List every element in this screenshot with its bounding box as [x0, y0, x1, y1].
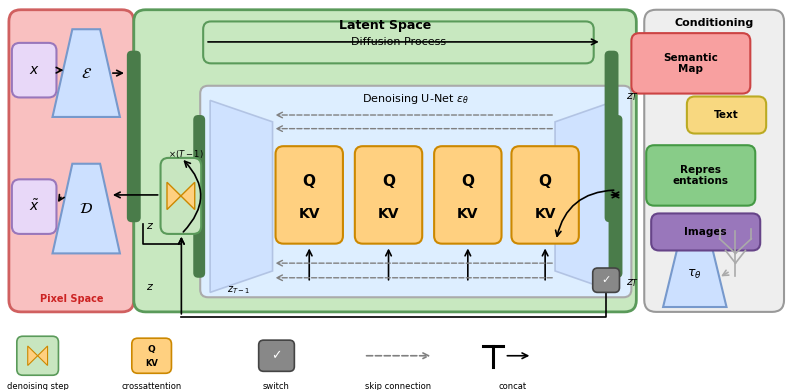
Text: switch: switch — [263, 383, 290, 390]
Text: $\times(T-1)$: $\times(T-1)$ — [167, 148, 203, 160]
Text: KV: KV — [145, 359, 158, 368]
Text: KV: KV — [534, 207, 556, 222]
Text: KV: KV — [299, 207, 320, 222]
FancyBboxPatch shape — [354, 146, 422, 244]
Text: z: z — [145, 221, 152, 231]
Text: Conditioning: Conditioning — [674, 18, 754, 28]
Polygon shape — [210, 100, 273, 292]
Text: $x$: $x$ — [29, 63, 39, 77]
Polygon shape — [181, 182, 195, 209]
Polygon shape — [53, 164, 120, 254]
FancyBboxPatch shape — [645, 10, 784, 312]
FancyBboxPatch shape — [512, 146, 578, 244]
Text: denoising step: denoising step — [7, 383, 68, 390]
Polygon shape — [167, 182, 181, 209]
Text: concat: concat — [498, 383, 527, 390]
Text: $\tau_\theta$: $\tau_\theta$ — [688, 268, 702, 281]
Text: Q: Q — [461, 174, 474, 189]
Text: $z_T$: $z_T$ — [626, 92, 640, 103]
FancyBboxPatch shape — [132, 338, 171, 373]
Polygon shape — [555, 100, 616, 292]
FancyBboxPatch shape — [434, 146, 501, 244]
Polygon shape — [53, 29, 120, 117]
Text: $\mathcal{D}$: $\mathcal{D}$ — [79, 201, 94, 216]
FancyBboxPatch shape — [9, 10, 134, 312]
Text: Pixel Space: Pixel Space — [39, 294, 103, 304]
Text: ✓: ✓ — [271, 349, 281, 362]
FancyBboxPatch shape — [608, 115, 623, 278]
Text: skip connection: skip connection — [365, 383, 432, 390]
FancyBboxPatch shape — [203, 21, 593, 63]
FancyBboxPatch shape — [12, 179, 57, 234]
FancyBboxPatch shape — [193, 115, 205, 278]
Text: crossattention: crossattention — [122, 383, 182, 390]
FancyBboxPatch shape — [646, 145, 755, 206]
FancyBboxPatch shape — [200, 86, 631, 297]
FancyBboxPatch shape — [12, 43, 57, 98]
Text: KV: KV — [457, 207, 479, 222]
Text: ✓: ✓ — [601, 275, 610, 285]
FancyBboxPatch shape — [17, 336, 58, 375]
Text: Q: Q — [303, 174, 316, 189]
Polygon shape — [38, 346, 47, 365]
Text: Q: Q — [382, 174, 395, 189]
Text: Latent Space: Latent Space — [339, 19, 432, 32]
Text: Images: Images — [685, 227, 727, 237]
Text: Q: Q — [538, 174, 552, 189]
FancyBboxPatch shape — [631, 33, 751, 94]
Text: $z_{T-1}$: $z_{T-1}$ — [227, 285, 250, 296]
Text: $\tilde{x}$: $\tilde{x}$ — [29, 199, 39, 215]
Text: Repres
entations: Repres entations — [673, 165, 729, 186]
Text: Q: Q — [148, 346, 156, 355]
Polygon shape — [28, 346, 38, 365]
FancyBboxPatch shape — [604, 51, 619, 222]
Text: $\mathcal{E}$: $\mathcal{E}$ — [81, 66, 92, 81]
FancyBboxPatch shape — [593, 268, 619, 292]
FancyBboxPatch shape — [651, 213, 760, 250]
Text: KV: KV — [378, 207, 399, 222]
FancyBboxPatch shape — [160, 158, 201, 234]
FancyBboxPatch shape — [259, 340, 295, 371]
Polygon shape — [663, 242, 726, 307]
FancyBboxPatch shape — [134, 10, 637, 312]
Text: $z_T$: $z_T$ — [626, 277, 640, 289]
Text: Denoising U-Net $\epsilon_\theta$: Denoising U-Net $\epsilon_\theta$ — [362, 92, 469, 106]
FancyBboxPatch shape — [276, 146, 343, 244]
Text: Diffusion Process: Diffusion Process — [351, 37, 446, 48]
Text: Text: Text — [714, 110, 739, 120]
Text: z: z — [145, 282, 152, 292]
Text: Semantic
Map: Semantic Map — [663, 53, 718, 74]
FancyBboxPatch shape — [127, 51, 141, 222]
FancyBboxPatch shape — [687, 96, 766, 133]
